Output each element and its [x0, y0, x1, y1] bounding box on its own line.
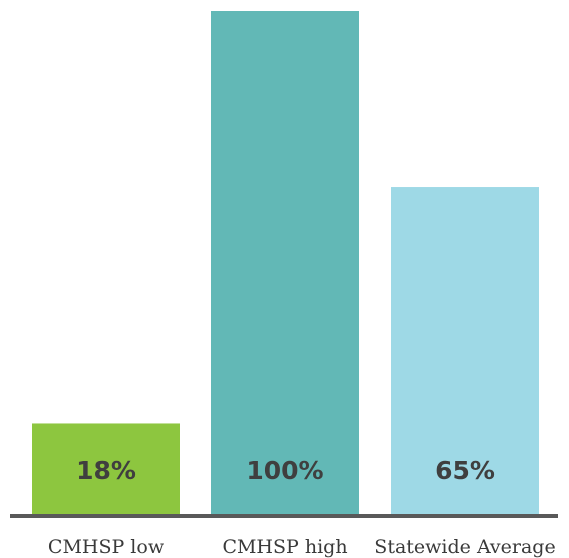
x-tick-label-statewide-average: Statewide Average [374, 536, 555, 558]
labels-group: 18% CMHSP low 100% CMHSP high 65% Statewide A… [48, 456, 556, 558]
bar-cmhsp-low [32, 423, 180, 514]
x-tick-label-cmhsp-low: CMHSP low [48, 536, 165, 558]
bar-cmhsp-high [211, 11, 359, 514]
x-tick-label-cmhsp-high: CMHSP high [222, 536, 347, 558]
data-label-statewide-average: 65% [435, 456, 495, 485]
bars-group [32, 11, 539, 515]
bar-statewide-average [391, 187, 539, 515]
data-label-cmhsp-high: 100% [246, 456, 323, 485]
data-label-cmhsp-low: 18% [76, 456, 136, 485]
